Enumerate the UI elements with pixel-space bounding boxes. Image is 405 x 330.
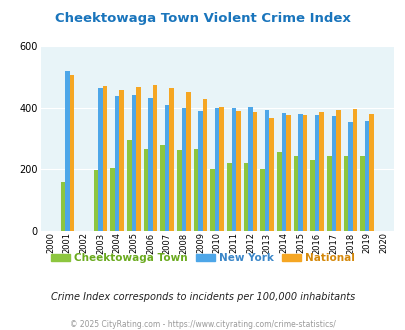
Text: Crime Index corresponds to incidents per 100,000 inhabitants: Crime Index corresponds to incidents per…	[51, 292, 354, 302]
Bar	[94, 170, 98, 231]
Bar	[347, 122, 352, 231]
Bar	[248, 107, 252, 231]
Bar	[210, 169, 214, 231]
Bar	[65, 71, 69, 231]
Bar	[219, 107, 224, 231]
Bar	[136, 86, 140, 231]
Bar	[198, 112, 202, 231]
Bar	[252, 112, 257, 231]
Bar	[98, 88, 102, 231]
Bar	[231, 109, 236, 231]
Bar	[127, 140, 131, 231]
Bar	[160, 146, 164, 231]
Bar	[164, 105, 169, 231]
Bar	[269, 118, 273, 231]
Bar	[60, 182, 65, 231]
Bar	[181, 109, 185, 231]
Bar	[369, 114, 373, 231]
Bar	[214, 109, 219, 231]
Bar	[143, 149, 148, 231]
Bar	[193, 149, 198, 231]
Bar	[298, 114, 302, 231]
Bar	[152, 85, 157, 231]
Bar	[148, 98, 152, 231]
Bar	[115, 96, 119, 231]
Bar	[102, 86, 107, 231]
Bar	[202, 99, 207, 231]
Bar	[314, 115, 319, 231]
Bar	[110, 168, 115, 231]
Text: © 2025 CityRating.com - https://www.cityrating.com/crime-statistics/: © 2025 CityRating.com - https://www.city…	[70, 320, 335, 329]
Bar	[226, 163, 231, 231]
Bar	[185, 92, 190, 231]
Bar	[326, 156, 331, 231]
Bar	[310, 159, 314, 231]
Bar	[260, 169, 264, 231]
Bar	[331, 116, 335, 231]
Bar	[364, 121, 369, 231]
Bar	[69, 75, 74, 231]
Bar	[293, 156, 298, 231]
Bar	[335, 110, 340, 231]
Bar	[131, 95, 136, 231]
Legend: Cheektowaga Town, New York, National: Cheektowaga Town, New York, National	[47, 249, 358, 267]
Bar	[343, 156, 347, 231]
Bar	[243, 163, 248, 231]
Bar	[277, 152, 281, 231]
Bar	[360, 156, 364, 231]
Bar	[236, 111, 240, 231]
Bar	[302, 115, 307, 231]
Bar	[319, 112, 323, 231]
Bar	[352, 109, 356, 231]
Bar	[286, 115, 290, 231]
Bar	[119, 90, 124, 231]
Bar	[281, 113, 286, 231]
Bar	[264, 110, 269, 231]
Bar	[177, 150, 181, 231]
Text: Cheektowaga Town Violent Crime Index: Cheektowaga Town Violent Crime Index	[55, 12, 350, 24]
Bar	[169, 88, 174, 231]
